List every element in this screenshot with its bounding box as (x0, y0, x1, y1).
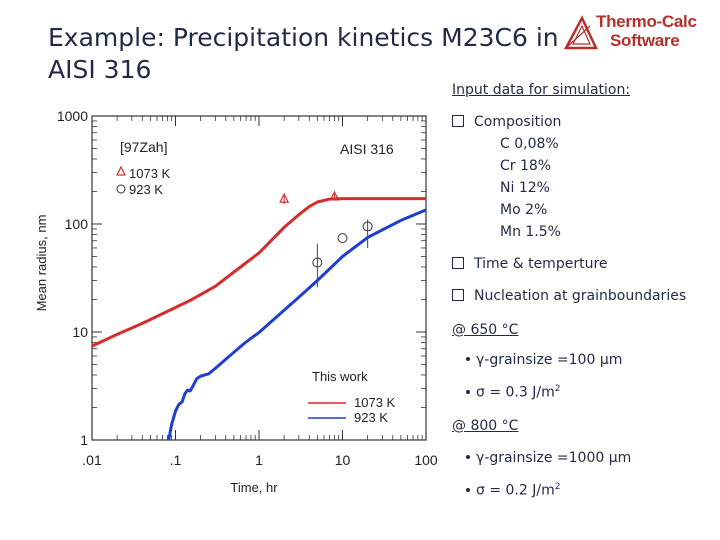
nucleation-item: Nucleation at grainboundaries (452, 288, 686, 304)
this-work-label: This work (312, 369, 368, 384)
legend-triangle-icon (116, 165, 126, 176)
plot-frame (91, 115, 427, 441)
chart-labels: .01 .1 1 10 100 1 10 100 1000 Time, hr Mean radius… (34, 108, 438, 495)
y-tick-label: 100 (65, 216, 89, 232)
checkbox-bullet-icon (452, 257, 464, 269)
chart-axes (91, 115, 427, 441)
circle-marker (362, 221, 373, 232)
nucleation-label: Nucleation at grainboundaries (474, 288, 687, 304)
composition-mn: Mn 1.5% (500, 224, 561, 240)
at650-grainsize-text: γ-grainsize =100 μm (476, 352, 623, 368)
x-axis-label: Time, hr (230, 480, 278, 495)
legend-circle-icon (116, 184, 126, 194)
at650-heading: @ 650 °C (452, 322, 519, 338)
bullet-dot-icon (466, 357, 470, 361)
triangle-marker (329, 190, 340, 201)
bullet-dot-icon (466, 487, 470, 492)
composition-item: Composition (452, 114, 561, 130)
at800-sigma-text: σ = 0.2 J/m (476, 482, 555, 499)
composition-c: C 0,08% (500, 136, 559, 152)
title-line-2: AISI 316 (48, 55, 152, 84)
thermo-calc-logo (563, 15, 598, 50)
bullet-dot-icon (466, 389, 470, 394)
slide-title: Example: Precipitation kinetics M23C6 in… (48, 22, 568, 86)
composition-mo: Mo 2% (500, 202, 548, 218)
y-tick-label: 1 (80, 432, 88, 448)
x-tick-label: 10 (335, 452, 351, 468)
at800-grainsize-text: γ-grainsize =1000 μm (476, 450, 632, 466)
chart-markers (279, 190, 373, 288)
composition-cr: Cr 18% (500, 158, 552, 174)
legend-marker-label: 1073 K (129, 166, 171, 181)
logo-text: Thermo-Calc Software (596, 12, 697, 50)
logo-line-2: Software (610, 31, 680, 50)
at650-grainsize: γ-grainsize =100 μm (466, 352, 622, 368)
legend-marker-label: 923 K (129, 182, 163, 197)
at800-sigma: σ = 0.2 J/m2 (466, 482, 560, 499)
y-tick-label: 10 (72, 324, 88, 340)
triangle-marker (279, 192, 290, 203)
x-tick-label: .01 (82, 452, 102, 468)
reference-label: [97Zah] (120, 139, 167, 155)
time-temp-label: Time & temperture (474, 256, 608, 272)
at650-sigma: σ = 0.3 J/m2 (466, 384, 560, 401)
circle-marker (312, 257, 323, 268)
y-axis-label: Mean radius, nm (34, 215, 49, 312)
at650-sigma-text: σ = 0.3 J/m (476, 384, 555, 401)
title-line-1: Example: Precipitation kinetics M23C6 in (48, 23, 559, 52)
logo-triangle-icon (563, 15, 598, 50)
x-tick-label: 100 (414, 452, 438, 468)
x-tick-label: 1 (255, 452, 263, 468)
circle-marker (337, 233, 348, 244)
x-tick-label: .1 (170, 452, 182, 468)
bullet-dot-icon (466, 455, 470, 459)
logo-line-1: Thermo-Calc (596, 12, 697, 31)
y-tick-label: 1000 (57, 108, 88, 124)
steel-grade-label: AISI 316 (340, 141, 394, 157)
composition-heading: Composition (474, 114, 562, 130)
time-temp-item: Time & temperture (452, 256, 608, 272)
input-data-heading: Input data for simulation: (452, 82, 631, 98)
checkbox-bullet-icon (452, 115, 464, 127)
series-line-1073-K (91, 197, 426, 348)
series-line-923-K (167, 208, 427, 441)
at650-sigma-exponent: 2 (554, 384, 561, 394)
legend-line-label: 923 K (354, 410, 388, 425)
chart-series (91, 197, 427, 441)
composition-ni: Ni 12% (500, 180, 550, 196)
at800-heading: @ 800 °C (452, 418, 519, 434)
legend-line-label: 1073 K (354, 395, 396, 410)
at800-grainsize: γ-grainsize =1000 μm (466, 450, 631, 466)
at800-sigma-exponent: 2 (554, 482, 561, 492)
checkbox-bullet-icon (452, 289, 464, 301)
